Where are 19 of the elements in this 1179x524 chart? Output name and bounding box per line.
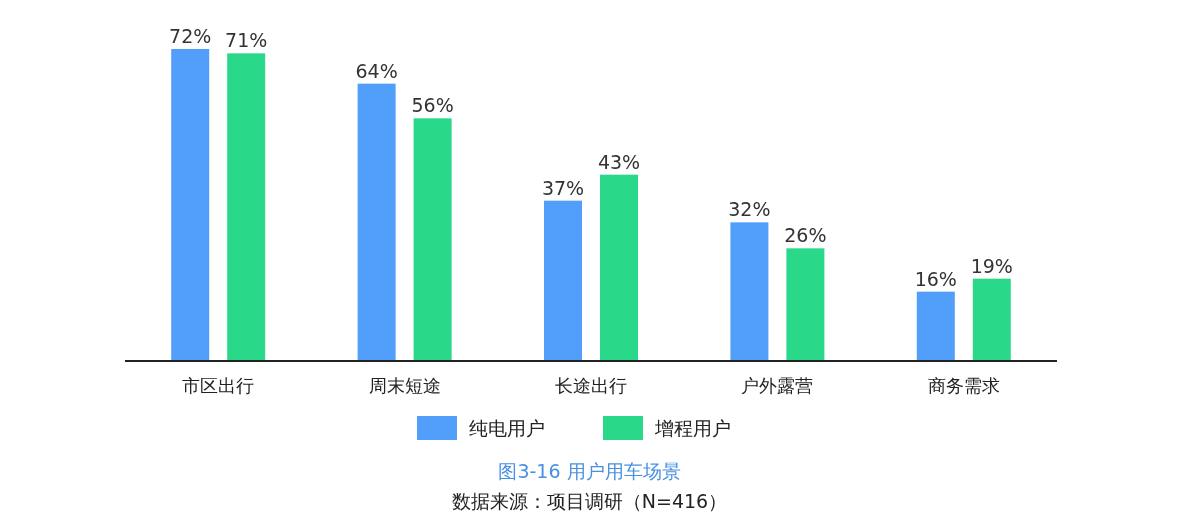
legend-label: 增程用户 bbox=[654, 417, 731, 439]
x-tick-label: 周末短途 bbox=[368, 375, 441, 396]
data-label: 64% bbox=[355, 59, 398, 82]
x-tick-label: 长途出行 bbox=[555, 375, 627, 396]
data-label: 26% bbox=[784, 224, 827, 247]
data-label: 56% bbox=[411, 94, 454, 117]
legend-label: 纯电用户 bbox=[469, 417, 545, 439]
data-label: 19% bbox=[970, 254, 1013, 277]
data-label: 32% bbox=[728, 198, 771, 221]
text: 图3-16 用户用车场景 bbox=[498, 460, 681, 482]
data-label: 16% bbox=[914, 267, 957, 290]
data-label: 43% bbox=[597, 150, 641, 173]
x-tick-label: 户外露营 bbox=[741, 375, 814, 396]
data-label: 37% bbox=[541, 176, 585, 199]
data-label: 71% bbox=[225, 29, 268, 52]
data-label: 72% bbox=[169, 25, 212, 47]
source-note: 数据来源：项目调研（N=416） bbox=[451, 490, 728, 512]
x-tick-label: 市区出行 bbox=[182, 375, 255, 396]
x-tick-label: 商务需求 bbox=[927, 375, 1000, 396]
